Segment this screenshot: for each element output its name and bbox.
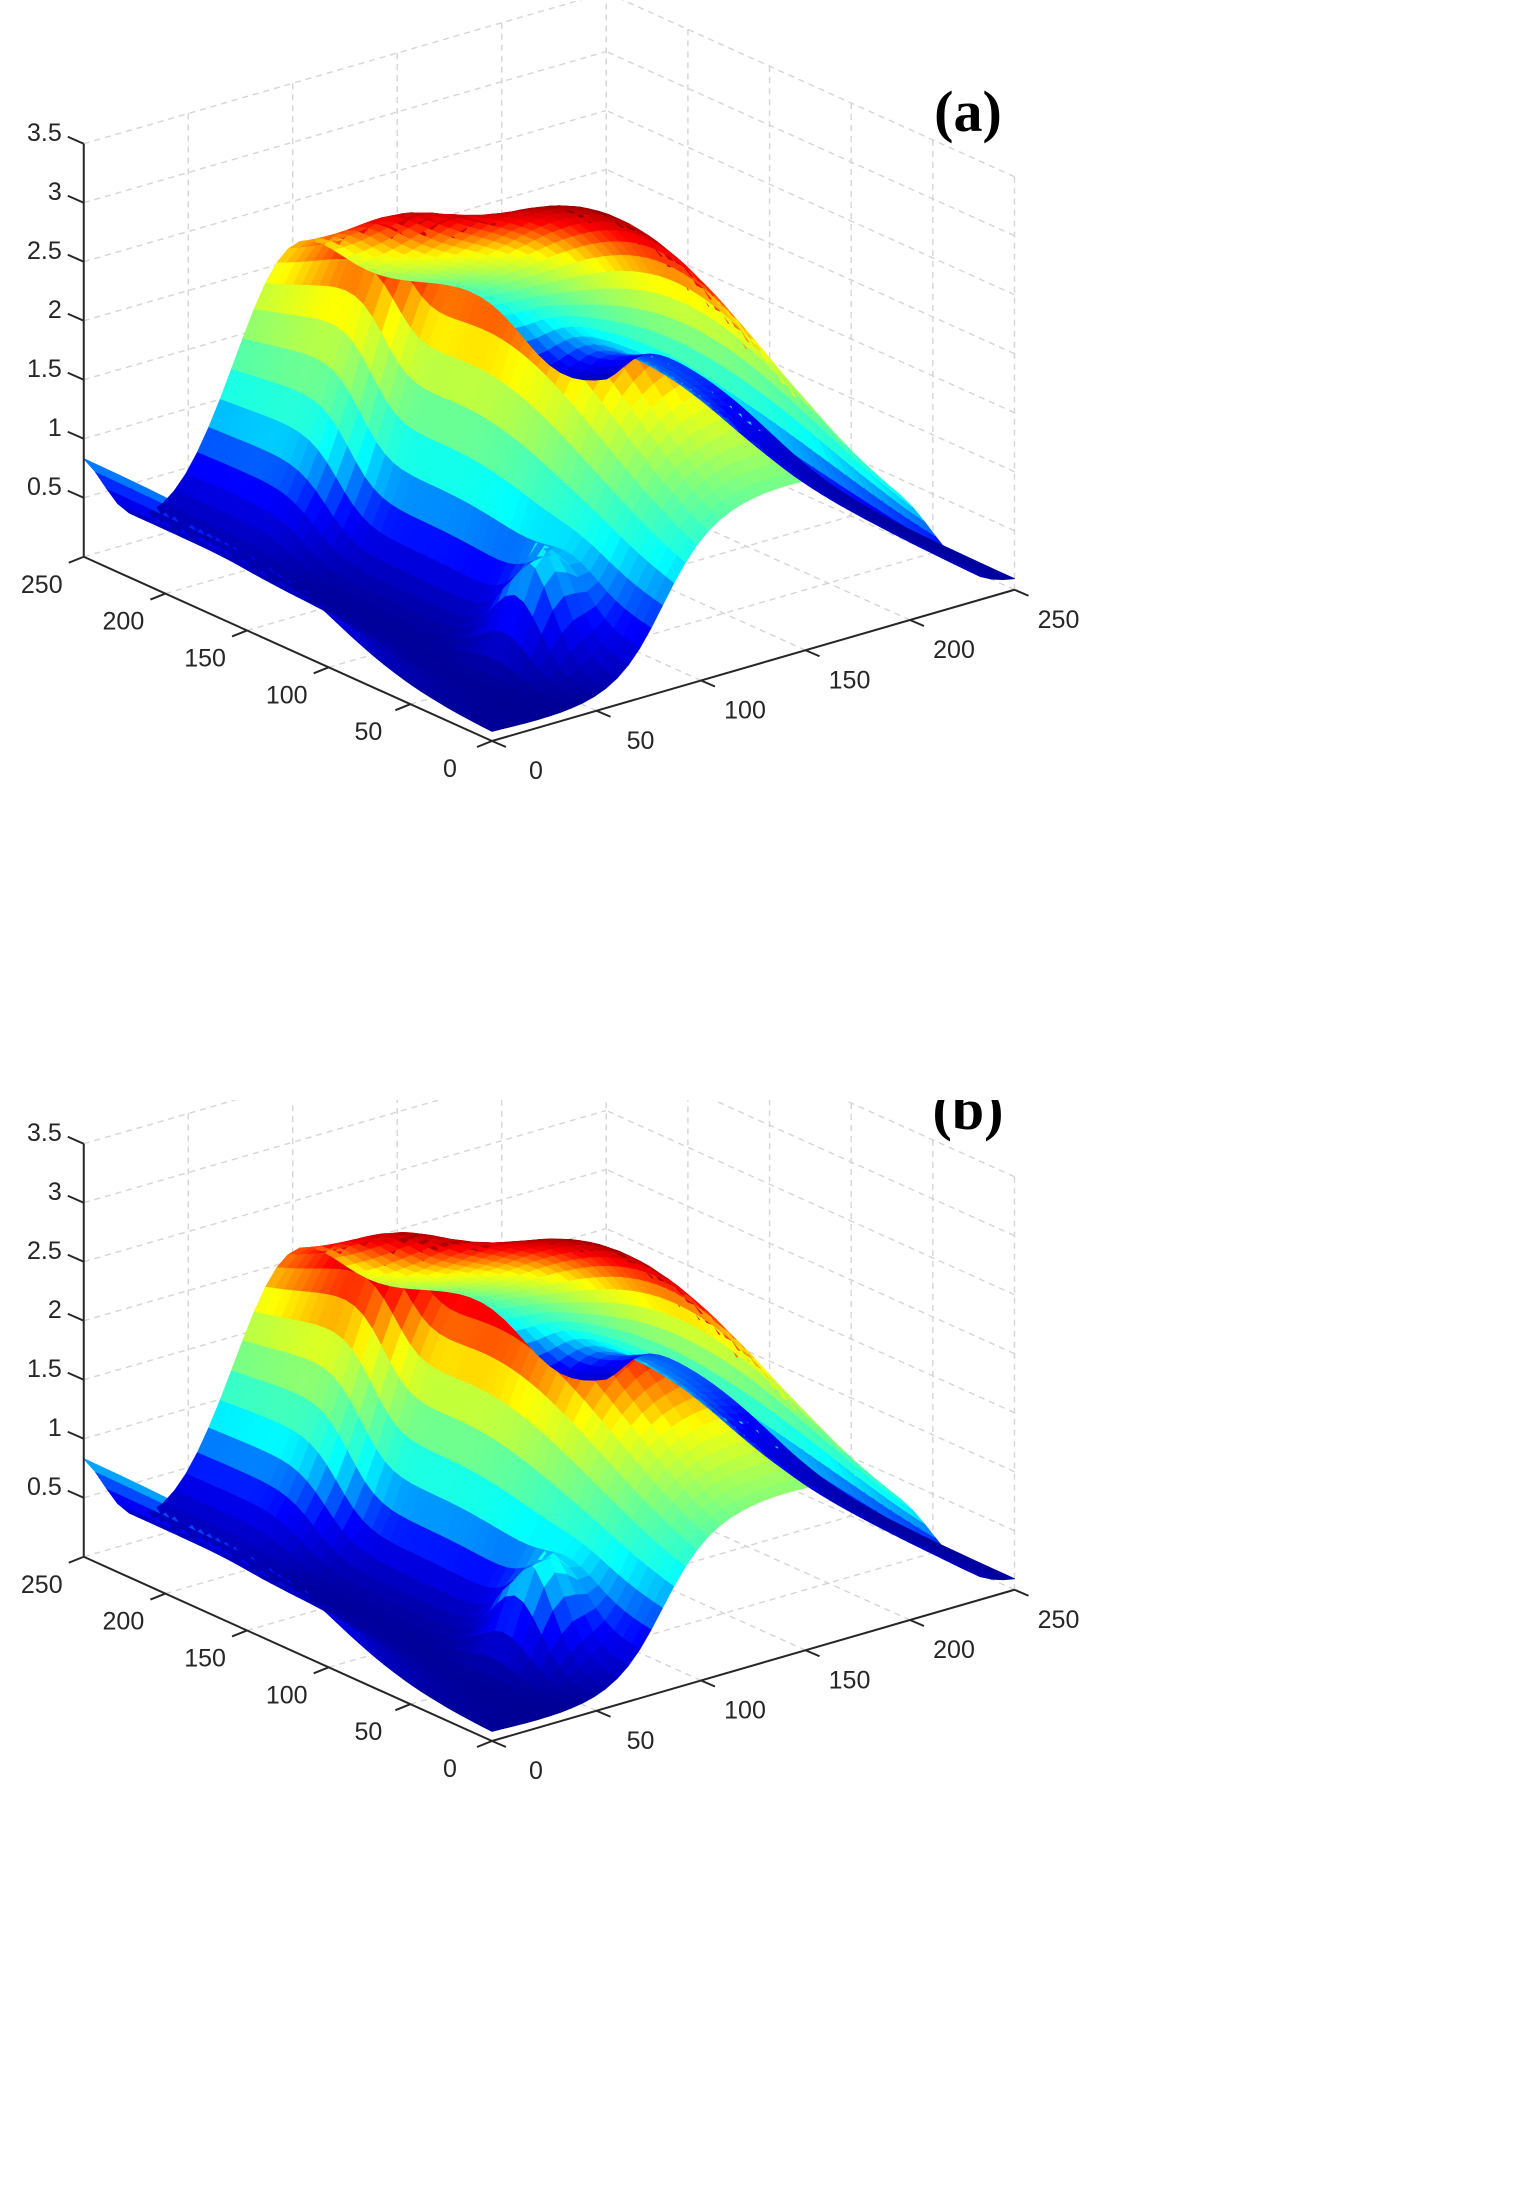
x-tick-label: 250 [1038,606,1080,634]
z-tick [67,194,85,204]
y-tick [68,1555,85,1564]
z-tick-label: 1 [48,414,62,442]
x-tick [909,1619,925,1627]
surface-plot-b-svg: 0 50 100 150 200 250 0 50 100 150 200 250 0.5 1 1.5 2 2.… [21,1100,1079,1785]
z-tick-label: 1 [48,1414,62,1442]
z-tick-label: 1.5 [27,1355,62,1383]
y-tick-label: 200 [103,608,145,636]
x-tick-label: 200 [933,1636,975,1664]
y-tick [68,555,85,564]
x-tick [909,619,925,627]
y-tick-label: 150 [184,1644,226,1672]
y-tick [394,1703,411,1712]
y-tick [231,1629,248,1638]
y-tick-label: 200 [103,1608,145,1636]
x-tick-label: 200 [933,636,975,664]
axes: 0 50 100 150 200 250 0 50 100 150 200 250 0.5 1 1.5 2 2.… [21,119,1079,785]
x-tick-label: 0 [529,757,543,785]
surface-plot-a-svg: 0 50 100 150 200 250 0 50 100 150 200 250 0.5 1 1.5 2 2.… [21,0,1079,785]
y-tick-label: 150 [184,644,226,672]
z-tick-label: 2.5 [27,1237,62,1265]
z-tick [67,430,85,440]
y-axis-line [83,1555,493,1742]
z-tick-label: 1.5 [27,355,62,383]
x-tick [596,1709,611,1718]
x-tick-label: 150 [829,1666,871,1694]
z-tick [67,489,85,499]
z-tick-label: 3.5 [27,119,62,147]
x-tick [1014,588,1029,597]
y-tick-label: 50 [354,1718,382,1746]
x-tick-label: 100 [724,1697,766,1725]
z-tick [67,1430,85,1440]
z-tick-label: 0.5 [27,1473,62,1501]
panel-label: (b) [933,1100,1004,1142]
y-tick [476,1740,493,1748]
y-tick-label: 50 [354,718,382,746]
y-tick-label: 0 [443,755,457,783]
y-tick-label: 100 [266,681,308,709]
y-tick [394,703,411,712]
z-tick [67,1194,85,1204]
y-tick [313,666,330,675]
x-tick-label: 150 [829,666,871,694]
z-tick [67,1489,85,1499]
z-tick [67,1135,85,1145]
x-axis-line [491,588,1015,742]
z-tick-label: 3 [48,178,62,206]
x-tick-label: 50 [627,1727,655,1755]
z-tick [67,1371,85,1381]
y-tick [231,629,248,638]
y-tick-label: 100 [266,1681,308,1709]
z-tick-label: 0.5 [27,473,62,501]
surface-plot-a: 0 50 100 150 200 250 0 50 100 150 200 250 0.5 1 1.5 2 2.… [0,0,1539,1100]
z-tick [67,135,85,145]
surface-plot-b: 0 50 100 150 200 250 0 50 100 150 200 250 0.5 1 1.5 2 2.… [0,1100,1539,2201]
z-tick-label: 2 [48,296,62,324]
y-tick-label: 250 [21,571,63,599]
y-axis-line [83,555,493,742]
y-tick [150,592,166,601]
axes: 0 50 100 150 200 250 0 50 100 150 200 250 0.5 1 1.5 2 2.… [21,1119,1079,1785]
x-tick [700,1679,716,1688]
x-tick [805,1649,820,1658]
z-tick-label: 2 [48,1296,62,1324]
y-tick [476,740,493,748]
x-tick-label: 0 [529,1757,543,1785]
z-tick [67,312,85,322]
x-tick-label: 50 [627,727,655,755]
x-tick [491,1740,507,1748]
z-tick-label: 3.5 [27,1119,62,1147]
z-tick [67,1253,85,1263]
y-tick [150,1592,166,1601]
z-tick [67,253,85,263]
x-tick [1014,1588,1029,1597]
x-tick [596,709,611,718]
y-tick-label: 0 [443,1755,457,1783]
x-tick-label: 100 [724,697,766,725]
surface-mesh [83,205,1015,732]
z-tick-label: 2.5 [27,237,62,265]
x-tick [700,679,716,688]
x-tick [491,740,507,748]
surface-mesh [83,1232,1015,1732]
y-tick [313,1666,330,1675]
z-tick [67,371,85,381]
z-tick-label: 3 [48,1178,62,1206]
x-tick-label: 250 [1038,1606,1080,1634]
z-tick [67,1312,85,1322]
panel-label: (a) [934,79,1002,144]
x-axis-line [491,1588,1015,1742]
y-tick-label: 250 [21,1571,63,1599]
x-tick [805,649,820,658]
